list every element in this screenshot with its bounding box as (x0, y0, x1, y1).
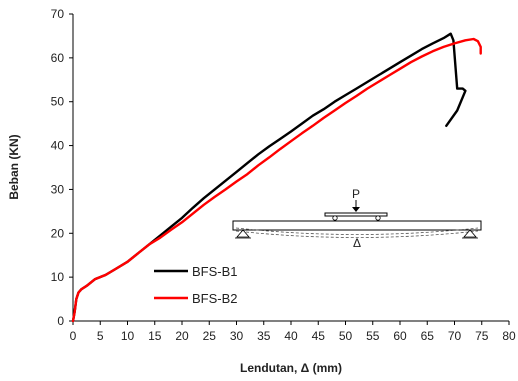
x-tick-label: 60 (393, 329, 407, 343)
deflection-symbol: Δ (353, 236, 361, 250)
load-roller-right (375, 215, 381, 221)
y-tick-label: 10 (51, 270, 65, 284)
x-tick-label: 80 (502, 329, 516, 343)
x-axis-label: Lendutan, Δ (mm) (240, 361, 342, 375)
x-tick-label: 65 (421, 329, 435, 343)
beam-test-setup-diagram: P Δ (232, 187, 482, 250)
support-left-icon (236, 229, 250, 238)
y-tick-label: 60 (51, 51, 65, 65)
x-tick-label: 15 (148, 329, 162, 343)
x-tick-label: 50 (339, 329, 353, 343)
series-line-bfs-b1 (71, 32, 467, 323)
x-tick-label: 25 (203, 329, 217, 343)
x-tick-label: 40 (284, 329, 298, 343)
load-arrow-head-icon (352, 207, 360, 212)
deflected-shape-line-lower (235, 230, 479, 238)
x-tick-label: 20 (175, 329, 189, 343)
legend-label: BFS-B2 (192, 291, 238, 306)
legend: BFS-B1 BFS-B2 (154, 264, 238, 306)
y-tick-label: 30 (51, 182, 65, 196)
series-layer (71, 32, 482, 323)
support-right-icon (463, 229, 477, 238)
x-tick-label: 0 (70, 329, 77, 343)
y-tick-label: 40 (51, 139, 65, 153)
x-tick-label: 75 (475, 329, 489, 343)
beam-body (232, 220, 482, 231)
y-tick-label: 70 (51, 7, 65, 21)
x-tick-label: 30 (230, 329, 244, 343)
x-ticks: 0 5 10 15 20 25 30 35 40 45 50 55 60 65 70 75 80 (70, 321, 516, 343)
x-tick-label: 10 (121, 329, 135, 343)
legend-label: BFS-B1 (192, 264, 238, 279)
y-tick-label: 50 (51, 95, 65, 109)
y-tick-label: 0 (57, 314, 64, 328)
series-line-bfs-b2 (71, 37, 482, 323)
y-tick-label: 20 (51, 226, 65, 240)
y-ticks: 0 10 20 30 40 50 60 70 (51, 7, 73, 328)
x-tick-label: 35 (257, 329, 271, 343)
spreader-beam (324, 212, 388, 217)
deflected-shape-line (235, 227, 479, 235)
x-tick-label: 5 (97, 329, 104, 343)
x-tick-label: 45 (312, 329, 326, 343)
x-tick-label: 55 (366, 329, 380, 343)
load-label: P (352, 187, 360, 201)
load-roller-left (332, 215, 338, 221)
axes (72, 14, 509, 322)
y-axis-label: Beban (KN) (7, 134, 21, 199)
x-tick-label: 70 (448, 329, 462, 343)
